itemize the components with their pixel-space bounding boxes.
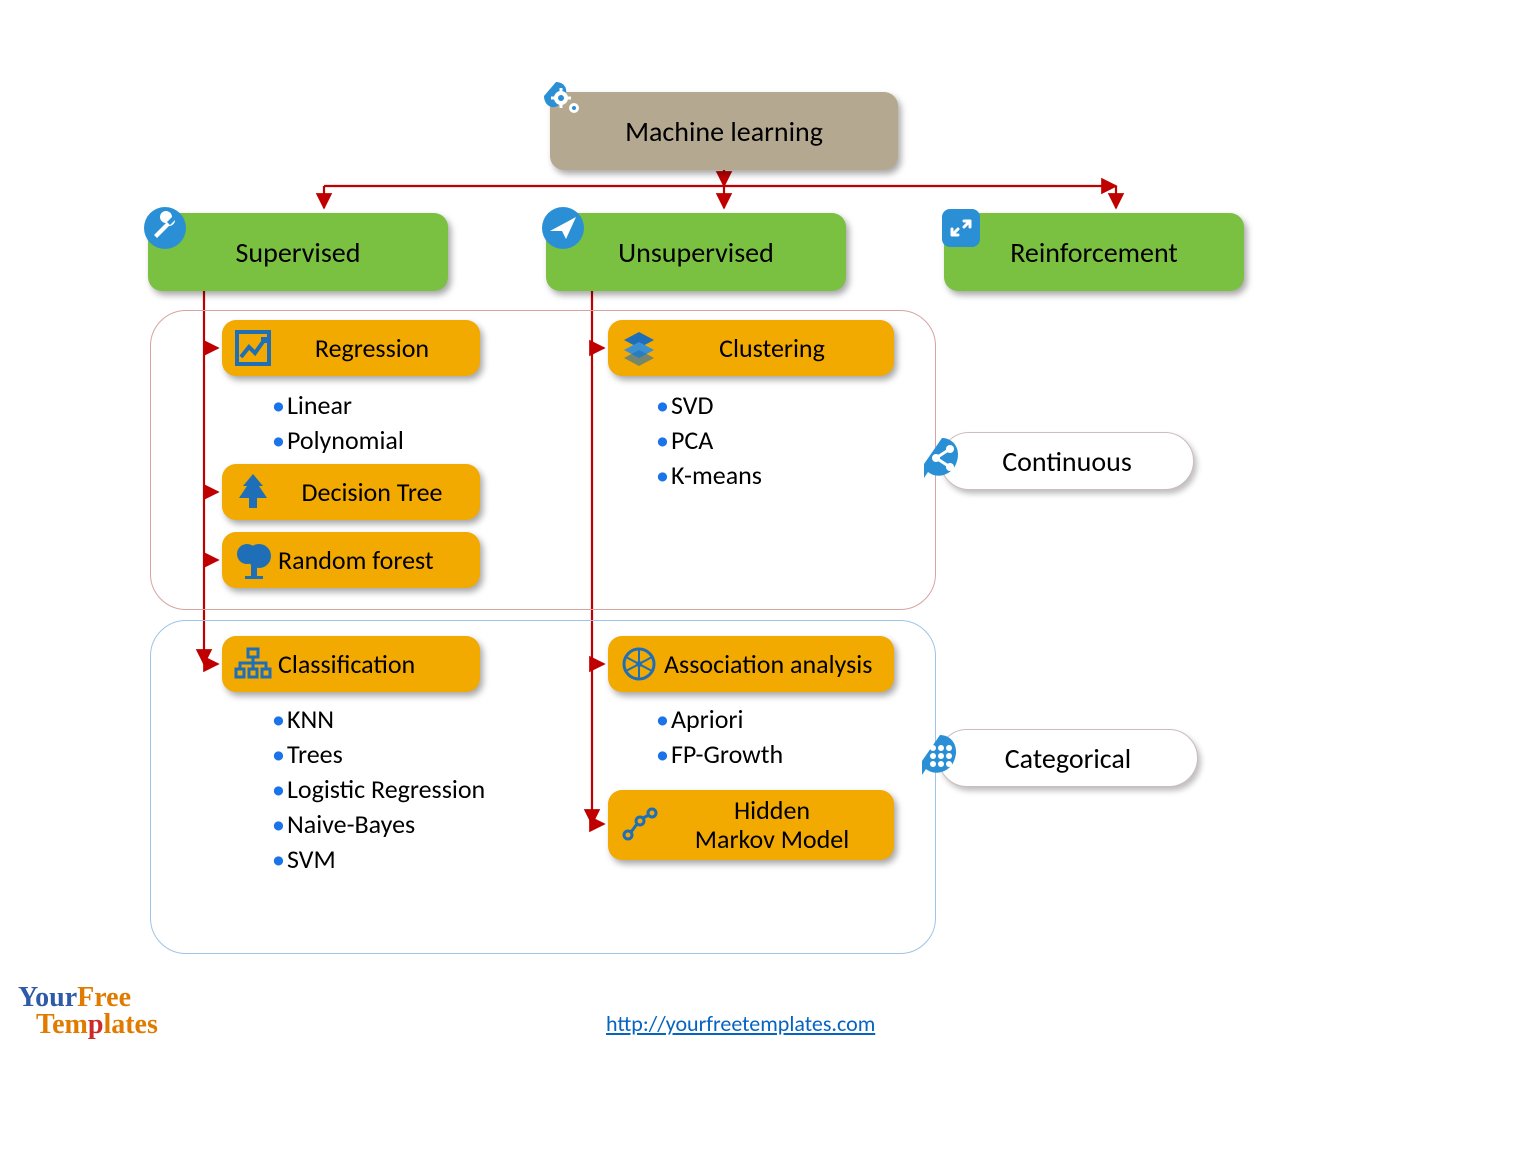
node-random-forest: Random forest bbox=[222, 532, 480, 588]
bullets-regression: •Linear •Polynomial bbox=[272, 388, 404, 458]
bullets-classification: •KNN •Trees •Logistic Regression •Naive-… bbox=[272, 702, 485, 877]
tag-categorical-label: Categorical bbox=[1005, 741, 1131, 776]
node-root-label: Machine learning bbox=[625, 114, 823, 149]
node-unsupervised: Unsupervised bbox=[546, 213, 846, 291]
paperplane-icon bbox=[540, 205, 586, 251]
share-icon bbox=[918, 434, 966, 482]
wrench-icon bbox=[142, 205, 188, 251]
node-regression-label: Regression bbox=[274, 332, 480, 364]
node-hmm: Hidden Markov Model bbox=[608, 790, 894, 860]
chart-up-icon bbox=[232, 327, 274, 369]
radar-icon bbox=[618, 643, 660, 685]
bullets-association: •Apriori •FP-Growth bbox=[656, 702, 783, 772]
collapse-icon bbox=[938, 205, 984, 251]
logo: YourFree Templates bbox=[18, 985, 158, 1038]
node-supervised: Supervised bbox=[148, 213, 448, 291]
node-supervised-label: Supervised bbox=[236, 235, 361, 270]
tree-icon bbox=[232, 471, 274, 513]
tag-continuous-label: Continuous bbox=[1002, 444, 1132, 479]
node-unsupervised-label: Unsupervised bbox=[618, 235, 774, 270]
org-icon bbox=[232, 643, 274, 685]
node-association: Association analysis bbox=[608, 636, 894, 692]
node-reinforcement-label: Reinforcement bbox=[1010, 235, 1178, 270]
bullets-clustering: •SVD •PCA •K-means bbox=[656, 388, 762, 493]
tag-categorical: Categorical bbox=[938, 729, 1198, 787]
node-classification: Classification bbox=[222, 636, 480, 692]
forest-icon bbox=[232, 539, 274, 581]
node-random-forest-label: Random forest bbox=[274, 544, 480, 576]
node-decision-tree: Decision Tree bbox=[222, 464, 480, 520]
tag-continuous: Continuous bbox=[940, 432, 1194, 490]
node-root: Machine learning bbox=[550, 92, 898, 170]
node-clustering-label: Clustering bbox=[660, 332, 894, 364]
node-decision-tree-label: Decision Tree bbox=[274, 476, 480, 508]
node-regression: Regression bbox=[222, 320, 480, 376]
layers-icon bbox=[618, 327, 660, 369]
node-classification-label: Classification bbox=[274, 648, 480, 680]
footer-link[interactable]: http://yourfreetemplates.com bbox=[606, 1010, 875, 1037]
grid-icon bbox=[916, 731, 964, 779]
path-icon bbox=[618, 804, 660, 846]
node-reinforcement: Reinforcement bbox=[944, 213, 1244, 291]
node-association-label: Association analysis bbox=[660, 648, 894, 680]
node-hmm-label: Hidden Markov Model bbox=[660, 796, 894, 853]
gears-icon bbox=[544, 82, 590, 128]
node-clustering: Clustering bbox=[608, 320, 894, 376]
